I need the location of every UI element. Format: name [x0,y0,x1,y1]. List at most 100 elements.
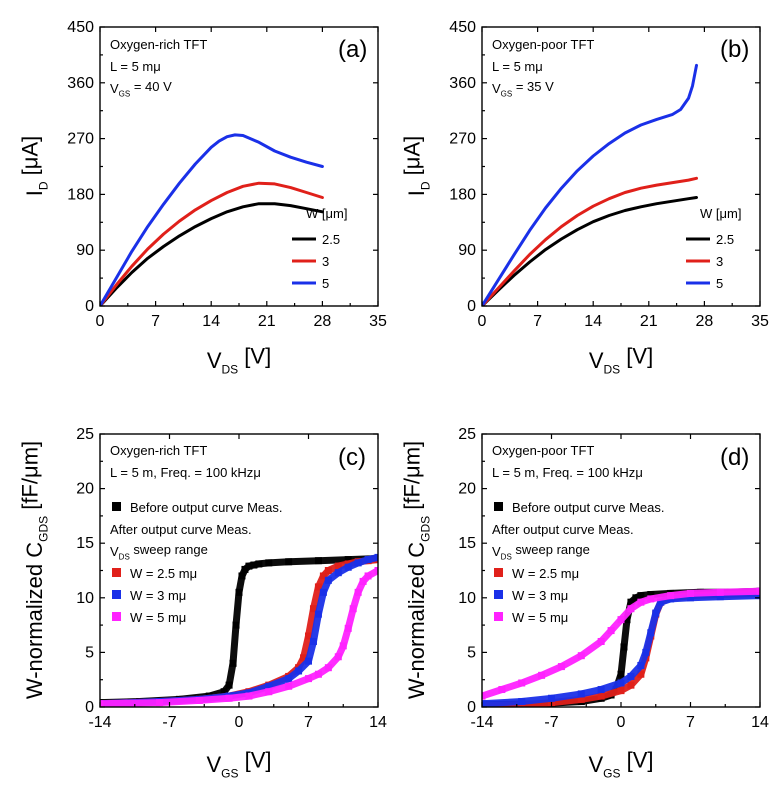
data-point [255,560,263,568]
data-point [324,567,332,574]
y-tick-label: 15 [76,535,94,552]
y-tick-label: 10 [458,590,476,607]
series-group [482,587,760,707]
y-axis-label: ID [μA] [18,136,51,197]
data-point [344,624,352,632]
annotation-line: L = 5 m, Freq. = 100 kHzμ [110,465,261,480]
data-point [195,696,203,704]
data-point [229,659,237,667]
y-axis-label: ID [μA] [400,136,433,197]
data-point [305,632,312,640]
series-line-5 [482,63,698,306]
legend-marker [494,590,503,599]
data-point [637,670,645,678]
x-tick-label: 21 [640,313,658,330]
y-tick-label: 450 [449,19,476,36]
data-point [309,605,317,613]
x-tick-label: 28 [314,313,332,330]
data-point [617,616,625,624]
annotation-line: Oxygen-poor TFT [492,37,594,52]
y-axis-label: W-normalized CGDS [fF/μm] [400,441,433,699]
data-point [359,577,367,585]
data-point [305,675,312,683]
annotation-line: Oxygen-rich TFT [110,37,207,52]
legend-label: 3 [716,254,723,269]
data-point [632,594,640,602]
data-point [627,598,635,606]
data-point [482,692,486,700]
y-tick-label: 25 [458,426,476,443]
y-axis-label: W-normalized CGDS [fF/μm] [18,441,51,699]
panel-letter: (a) [338,36,367,63]
legend-entry: Before output curve Meas. [130,500,282,515]
annotation-line: Oxygen-rich TFT [110,443,207,458]
data-point [344,563,352,571]
series-line-3 [482,176,698,306]
annotation-line: VGS = 40 V [110,79,172,99]
data-point [482,700,486,707]
legend-label: 2.5 [322,232,340,247]
data-point [285,682,293,690]
data-point [334,562,342,570]
data-point [716,593,724,601]
series-line-3 [100,181,324,306]
data-point [232,621,240,629]
x-axis-label: VGS [V] [206,748,271,781]
x-tick-label: 0 [617,714,626,731]
data-point [620,643,628,651]
data-point [557,663,565,671]
data-point [300,654,308,662]
legend-entry: Before output curve Meas. [512,500,664,515]
x-tick-label: 14 [369,714,387,731]
y-tick-label: 0 [467,298,476,315]
data-point [265,559,273,567]
data-point [548,694,555,702]
data-point [324,664,332,672]
x-axis-label: VGS [V] [588,748,653,781]
data-point [314,610,322,618]
series-line-2.5 [100,202,324,306]
legend-marker [494,612,503,621]
x-tick-label: 7 [151,313,160,330]
data-point [647,591,655,599]
data-point [324,576,332,584]
legend-marker [112,612,121,621]
y-tick-label: 0 [467,699,476,716]
legend-entry: W = 5 mμ [512,610,568,625]
y-tick-label: 270 [449,131,476,148]
data-point [285,675,293,683]
data-point [637,592,645,600]
y-tick-label: 180 [449,186,476,203]
y-tick-label: 270 [67,131,94,148]
data-point [597,637,605,645]
x-tick-label: 0 [235,714,244,731]
x-tick-label: 0 [96,313,105,330]
x-tick-label: 14 [202,313,220,330]
legend-title: W [μm] [306,206,347,221]
data-point [667,592,675,600]
data-point [334,569,342,577]
data-point [314,583,322,591]
data-point [265,688,273,696]
data-point [687,589,694,597]
data-point [647,629,655,637]
x-tick-label: 28 [696,313,714,330]
data-point [597,692,605,700]
data-point [309,637,317,645]
series-group [100,553,378,707]
legend-entry: VDS sweep range [492,542,590,562]
data-point [319,572,327,580]
x-axis-label: VDS [V] [589,344,653,377]
data-point [364,572,372,580]
data-point [344,556,352,564]
legend-marker [494,568,503,577]
data-point [518,698,526,706]
data-point [756,587,760,595]
data-point [637,662,645,670]
y-tick-label: 5 [467,644,476,661]
x-tick-label: 21 [258,313,276,330]
y-tick-label: 450 [67,19,94,36]
x-tick-label: -14 [88,714,111,731]
legend-label: 5 [716,276,723,291]
